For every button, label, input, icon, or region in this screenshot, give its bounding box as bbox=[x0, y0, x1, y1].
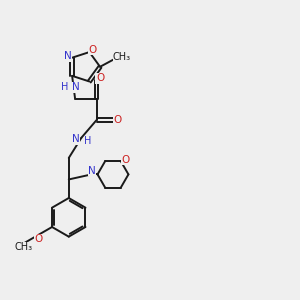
Text: N: N bbox=[72, 134, 80, 144]
Text: N: N bbox=[88, 166, 96, 176]
Text: O: O bbox=[89, 45, 97, 55]
Text: CH₃: CH₃ bbox=[113, 52, 131, 62]
Text: O: O bbox=[34, 234, 42, 244]
Text: O: O bbox=[114, 115, 122, 125]
Text: N: N bbox=[64, 51, 71, 61]
Text: O: O bbox=[96, 73, 104, 83]
Text: N: N bbox=[72, 82, 80, 92]
Text: CH₃: CH₃ bbox=[14, 242, 32, 252]
Text: H: H bbox=[61, 82, 68, 92]
Text: O: O bbox=[121, 154, 130, 164]
Text: H: H bbox=[84, 136, 92, 146]
